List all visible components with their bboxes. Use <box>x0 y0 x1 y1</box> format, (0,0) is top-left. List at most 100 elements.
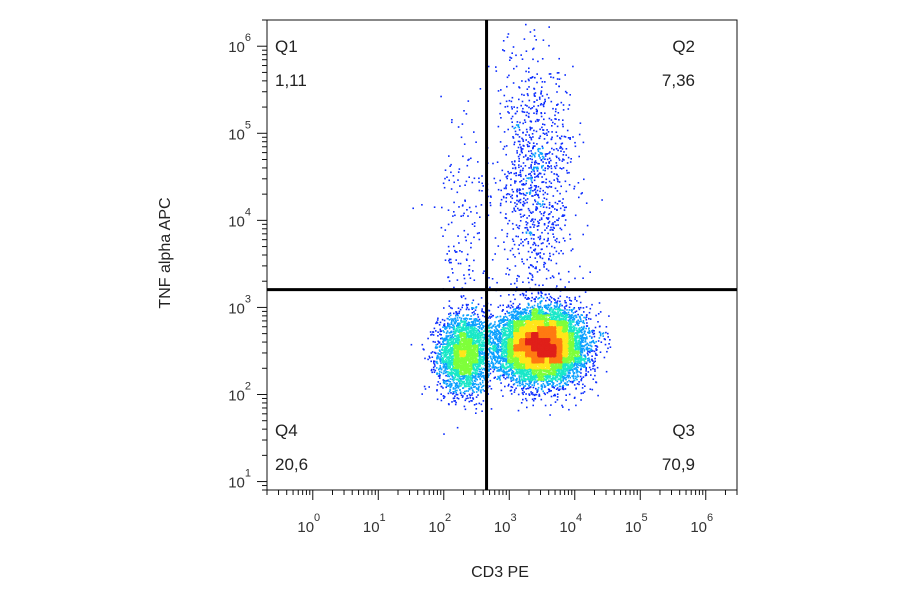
event-dot <box>501 348 504 350</box>
event-dot <box>603 356 606 359</box>
event-dot <box>528 232 531 235</box>
event-dot <box>445 336 447 339</box>
event-dot <box>559 373 562 375</box>
event-dot <box>541 165 543 168</box>
event-dot <box>574 214 577 217</box>
event-dot <box>558 378 560 380</box>
event-dot <box>475 331 478 334</box>
event-dot <box>482 341 484 344</box>
event-dot <box>530 220 532 222</box>
event-dot <box>496 356 498 359</box>
event-dot <box>505 363 507 366</box>
event-dot <box>529 226 532 229</box>
event-dot <box>522 205 525 207</box>
event-dot <box>578 340 581 343</box>
event-dot <box>453 331 456 334</box>
event-dot <box>557 224 559 226</box>
event-dot <box>553 317 556 320</box>
event-dot <box>540 384 543 386</box>
event-dot <box>516 199 518 202</box>
event-dot <box>574 332 576 335</box>
event-dot <box>473 222 476 224</box>
event-dot <box>546 134 548 136</box>
event-dot <box>520 216 522 218</box>
event-dot <box>474 322 477 324</box>
event-dot <box>512 191 515 193</box>
event-dot <box>495 361 498 364</box>
event-dot <box>516 190 518 193</box>
event-dot <box>556 203 559 205</box>
event-dot <box>519 201 522 204</box>
event-dot <box>510 106 513 108</box>
event-dot <box>552 312 555 314</box>
event-dot <box>510 184 512 186</box>
event-dot <box>512 167 514 170</box>
event-dot <box>519 384 521 387</box>
event-dot <box>534 267 536 269</box>
event-dot <box>539 301 541 303</box>
event-dot <box>547 167 549 170</box>
event-dot <box>566 129 569 132</box>
event-dot <box>499 333 501 336</box>
event-dot <box>470 315 472 317</box>
event-dot <box>437 355 439 358</box>
event-dot <box>480 341 483 343</box>
event-dot <box>551 125 553 127</box>
event-dot <box>538 306 541 308</box>
event-dot <box>433 327 436 330</box>
event-dot <box>529 77 532 79</box>
event-dot <box>505 367 508 369</box>
event-dot <box>450 364 452 366</box>
event-dot <box>562 370 565 372</box>
event-dot <box>508 193 511 196</box>
event-dot <box>548 185 551 188</box>
event-dot <box>504 360 507 362</box>
event-dot <box>503 369 505 371</box>
event-dot <box>580 192 583 195</box>
event-dot <box>514 310 517 312</box>
event-dot <box>473 177 476 180</box>
event-dot <box>430 334 432 336</box>
event-dot <box>489 341 491 343</box>
event-dot <box>506 36 509 38</box>
event-dot <box>478 368 480 371</box>
event-dot <box>580 314 583 316</box>
event-dot <box>517 318 519 320</box>
event-dot <box>506 85 508 88</box>
event-dot <box>537 105 540 107</box>
event-dot <box>609 339 611 341</box>
event-dot <box>517 174 520 177</box>
event-dot <box>515 172 517 174</box>
event-dot <box>464 297 467 300</box>
event-dot <box>536 390 539 392</box>
event-dot <box>451 374 453 377</box>
event-dot <box>561 202 564 204</box>
event-dot <box>529 386 531 389</box>
event-dot <box>456 191 459 194</box>
event-dot <box>496 367 498 369</box>
event-dot <box>559 388 561 391</box>
event-dot <box>473 311 475 313</box>
event-dot <box>468 265 471 267</box>
event-dot <box>567 137 570 139</box>
event-dot <box>502 321 505 323</box>
event-dot <box>523 379 525 382</box>
event-dot <box>516 106 519 109</box>
event-dot <box>515 317 517 319</box>
event-dot <box>576 335 578 338</box>
event-dot <box>559 375 562 378</box>
event-dot <box>532 386 535 389</box>
event-dot <box>441 357 443 360</box>
event-dot <box>533 93 536 95</box>
event-dot <box>528 310 531 313</box>
event-dot <box>552 121 554 124</box>
event-dot <box>515 381 517 383</box>
event-dot <box>471 389 474 391</box>
event-dot <box>607 336 609 338</box>
event-dot <box>545 381 548 383</box>
event-dot <box>568 393 571 396</box>
event-dot <box>559 145 562 148</box>
event-dot <box>591 358 593 361</box>
event-dot <box>581 326 583 328</box>
event-dot <box>500 319 503 322</box>
